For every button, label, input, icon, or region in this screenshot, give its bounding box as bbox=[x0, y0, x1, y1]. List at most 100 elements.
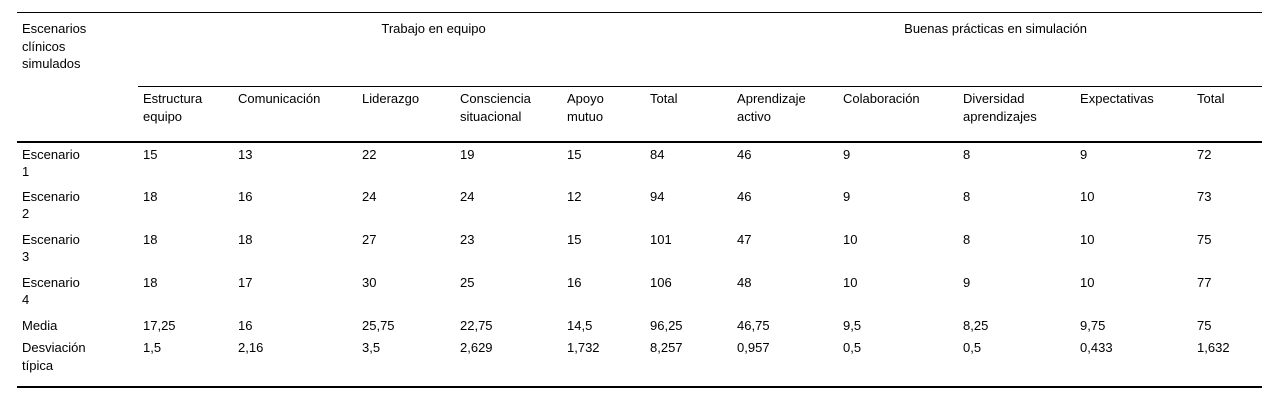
column-header-comunicacion: Comunicación bbox=[233, 86, 357, 143]
data-cell: 16 bbox=[238, 188, 253, 204]
table-row: Escenario 4 18 17 30 25 16 106 48 10 9 10 77 bbox=[17, 271, 1262, 314]
row-label: Escenario 3 bbox=[17, 228, 138, 271]
table-row: Media 17,25 16 25,75 22,75 14,5 96,25 46,75 9,5 8… bbox=[17, 314, 1262, 337]
data-cell: 18 bbox=[238, 231, 253, 247]
data-cell: 84 bbox=[650, 146, 665, 162]
row-label: Escenario 4 bbox=[17, 271, 138, 314]
data-cell: 96,25 bbox=[650, 317, 683, 333]
data-cell: 73 bbox=[1197, 188, 1212, 204]
data-cell: 16 bbox=[567, 274, 582, 290]
row-label-text: Desviación típica bbox=[22, 340, 86, 373]
data-cell: 15 bbox=[567, 146, 582, 162]
corner-header: Escenarios clínicos simulados bbox=[17, 12, 138, 143]
column-header-total-practices: Total bbox=[1192, 86, 1263, 143]
data-cell: 18 bbox=[143, 231, 158, 247]
data-cell: 0,433 bbox=[1080, 340, 1113, 355]
data-cell: 8 bbox=[963, 231, 971, 247]
row-label: Escenario 1 bbox=[17, 142, 138, 185]
group-header-simulation-practices: Buenas prácticas en simulación bbox=[732, 12, 1263, 87]
data-cell: 18 bbox=[143, 188, 158, 204]
data-cell: 9,5 bbox=[843, 317, 862, 333]
row-label-text: Escenario 2 bbox=[22, 188, 80, 222]
data-cell: 9 bbox=[843, 146, 851, 162]
data-cell: 9,75 bbox=[1080, 317, 1106, 333]
column-header-aprendizaje-activo: Aprendizaje activo bbox=[732, 86, 839, 143]
data-cell: 1,732 bbox=[567, 340, 600, 355]
data-cell: 12 bbox=[567, 188, 582, 204]
data-cell: 22 bbox=[362, 146, 377, 162]
data-cell: 0,5 bbox=[963, 340, 982, 355]
group-header-teamwork: Trabajo en equipo bbox=[138, 12, 733, 87]
table-row: Desviación típica 1,5 2,16 3,5 2,629 1,732 8,2… bbox=[17, 336, 1262, 387]
data-cell: 9 bbox=[963, 274, 971, 290]
data-cell: 8,25 bbox=[963, 317, 989, 333]
data-cell: 8 bbox=[963, 188, 971, 204]
data-cell: 18 bbox=[143, 274, 158, 290]
data-cell: 46 bbox=[737, 146, 752, 162]
data-cell: 75 bbox=[1197, 231, 1212, 247]
table-row: Escenario 1 15 13 22 19 15 84 46 9 8 9 72 bbox=[17, 142, 1262, 185]
group-header-row: Escenarios clínicos simulados Trabajo en… bbox=[17, 12, 1263, 143]
data-cell: 14,5 bbox=[567, 317, 593, 333]
column-header-liderazgo: Liderazgo bbox=[357, 86, 455, 143]
data-cell: 17,25 bbox=[143, 317, 176, 333]
row-label: Desviación típica bbox=[17, 336, 138, 387]
table-body: Escenario 1 15 13 22 19 15 84 46 9 8 9 72 Escenario … bbox=[17, 142, 1262, 388]
data-cell: 15 bbox=[567, 231, 582, 247]
data-cell: 101 bbox=[650, 231, 672, 247]
data-cell: 23 bbox=[460, 231, 475, 247]
row-label-text: Media bbox=[22, 317, 58, 333]
data-cell: 24 bbox=[460, 188, 475, 204]
column-header-diversidad-aprendizajes: Diversidad aprendizajes bbox=[958, 86, 1076, 143]
data-cell: 2,16 bbox=[238, 340, 264, 355]
data-cell: 47 bbox=[737, 231, 752, 247]
table-row: Escenario 3 18 18 27 23 15 101 47 10 8 10 75 bbox=[17, 228, 1262, 271]
column-header-estructura-equipo: Estructura equipo bbox=[138, 86, 233, 143]
data-cell: 1,5 bbox=[143, 340, 162, 355]
data-cell: 30 bbox=[362, 274, 377, 290]
column-header-expectativas: Expectativas bbox=[1075, 86, 1193, 143]
data-cell: 10 bbox=[843, 231, 858, 247]
data-cell: 77 bbox=[1197, 274, 1212, 290]
data-cell: 46,75 bbox=[737, 317, 770, 333]
column-header-row: Estructura equipo Comunicación Liderazgo… bbox=[17, 86, 1263, 143]
data-cell: 8,257 bbox=[650, 340, 683, 355]
table-header: Escenarios clínicos simulados Trabajo en… bbox=[17, 12, 1263, 143]
data-cell: 10 bbox=[843, 274, 858, 290]
column-header-colaboracion: Colaboración bbox=[838, 86, 959, 143]
data-cell: 10 bbox=[1080, 231, 1095, 247]
row-label-text: Escenario 3 bbox=[22, 231, 80, 265]
row-label-text: Escenario 1 bbox=[22, 146, 80, 180]
data-cell: 19 bbox=[460, 146, 475, 162]
data-cell: 1,632 bbox=[1197, 340, 1230, 355]
data-cell: 2,629 bbox=[460, 340, 493, 355]
data-cell: 3,5 bbox=[362, 340, 381, 355]
data-cell: 22,75 bbox=[460, 317, 493, 333]
data-cell: 75 bbox=[1197, 317, 1212, 333]
data-cell: 48 bbox=[737, 274, 752, 290]
data-cell: 94 bbox=[650, 188, 665, 204]
data-cell: 0,957 bbox=[737, 340, 770, 355]
column-header-consciencia-situacional: Consciencia situacional bbox=[455, 86, 562, 143]
data-cell: 27 bbox=[362, 231, 377, 247]
data-cell: 16 bbox=[238, 317, 253, 333]
row-label-text: Escenario 4 bbox=[22, 274, 80, 308]
data-cell: 24 bbox=[362, 188, 377, 204]
table-row: Escenario 2 18 16 24 24 12 94 46 9 8 10 73 bbox=[17, 185, 1262, 228]
row-label: Media bbox=[17, 314, 138, 337]
data-cell: 25 bbox=[460, 274, 475, 290]
data-cell: 46 bbox=[737, 188, 752, 204]
data-cell: 8 bbox=[963, 146, 971, 162]
column-header-apoyo-mutuo: Apoyo mutuo bbox=[562, 86, 645, 143]
column-header-total-teamwork: Total bbox=[645, 86, 733, 143]
corner-header-label: Escenarios clínicos simulados bbox=[22, 21, 87, 71]
data-cell: 10 bbox=[1080, 274, 1095, 290]
data-cell: 72 bbox=[1197, 146, 1212, 162]
data-cell: 17 bbox=[238, 274, 253, 290]
data-cell: 106 bbox=[650, 274, 672, 290]
data-cell: 15 bbox=[143, 146, 158, 162]
data-cell: 9 bbox=[843, 188, 851, 204]
data-cell: 0,5 bbox=[843, 340, 862, 355]
row-label: Escenario 2 bbox=[17, 185, 138, 228]
